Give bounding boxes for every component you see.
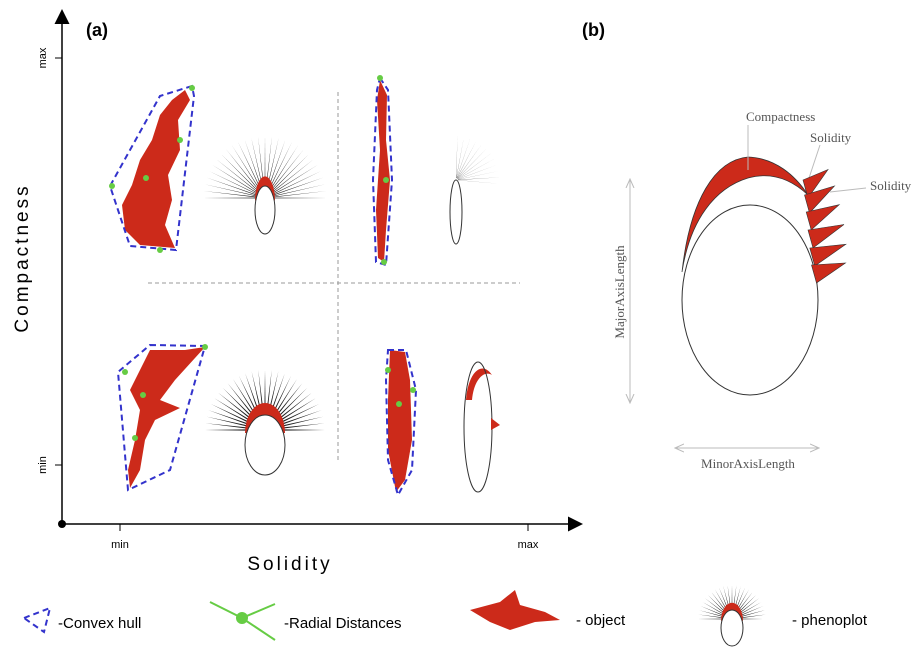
legend-radial-dot (236, 612, 248, 624)
solidity-spike (810, 244, 846, 266)
radial-point (122, 369, 128, 375)
phenoplot-body (682, 205, 818, 395)
radial-point (381, 259, 387, 265)
radial-point (177, 137, 183, 143)
legend-object (470, 590, 560, 630)
spike (457, 137, 471, 178)
spike (491, 418, 500, 430)
ellipse (255, 186, 275, 234)
spike (270, 171, 321, 196)
radial-point (109, 183, 115, 189)
radial-point (385, 367, 391, 373)
legend-label: -Convex hull (58, 615, 141, 632)
spike (458, 177, 501, 180)
spike (209, 171, 260, 196)
label-major: MajorAxisLength (612, 245, 627, 339)
ellipse (245, 415, 285, 475)
spike (458, 153, 492, 179)
spike (458, 158, 496, 179)
spike (271, 184, 326, 197)
phenoplots (203, 135, 501, 492)
radial-point (140, 392, 146, 398)
radial-point (410, 387, 416, 393)
spike (203, 198, 259, 199)
radial-point (143, 175, 149, 181)
legend-hull (24, 608, 50, 632)
y-title: Compactness (12, 183, 33, 332)
spike (457, 148, 487, 179)
radial-point (377, 75, 383, 81)
x-max: max (518, 539, 539, 551)
spike (458, 180, 501, 184)
spike (270, 165, 318, 195)
panel-label: (b) (582, 20, 605, 40)
spike (205, 184, 260, 197)
spike (456, 135, 458, 178)
spike (203, 191, 259, 198)
radial-point (383, 177, 389, 183)
spike (458, 171, 500, 180)
y-max: max (37, 47, 49, 68)
radial-point (189, 85, 195, 91)
legend-label: - phenoplot (792, 612, 868, 629)
radial-point (132, 435, 138, 441)
radial-point (202, 344, 208, 350)
x-title: Solidity (247, 554, 332, 575)
x-min: min (111, 539, 129, 551)
label-solidity: Solidity (810, 130, 852, 145)
legend-label: -Radial Distances (284, 615, 402, 632)
spike (213, 165, 261, 195)
legend-label: - object (576, 612, 626, 629)
solidity-spike (812, 263, 846, 283)
object (128, 347, 205, 488)
spike (271, 191, 327, 198)
ellipse (464, 362, 492, 492)
label-compactness: Compactness (746, 109, 815, 124)
panel-label: (a) (86, 20, 108, 40)
radial-point (396, 401, 402, 407)
figure: (a) max min Compactness min max Solidity… (0, 0, 923, 648)
origin (58, 520, 66, 528)
ellipse (721, 610, 743, 646)
legend-phenoplot (698, 585, 766, 646)
y-min: min (37, 456, 49, 474)
pointer (830, 188, 866, 192)
ellipse (450, 180, 462, 244)
spike (457, 144, 482, 179)
radial-point (157, 247, 163, 253)
label-solidity: Solidity (870, 178, 912, 193)
spike (271, 198, 327, 199)
label-minor: MinorAxisLength (701, 456, 795, 471)
